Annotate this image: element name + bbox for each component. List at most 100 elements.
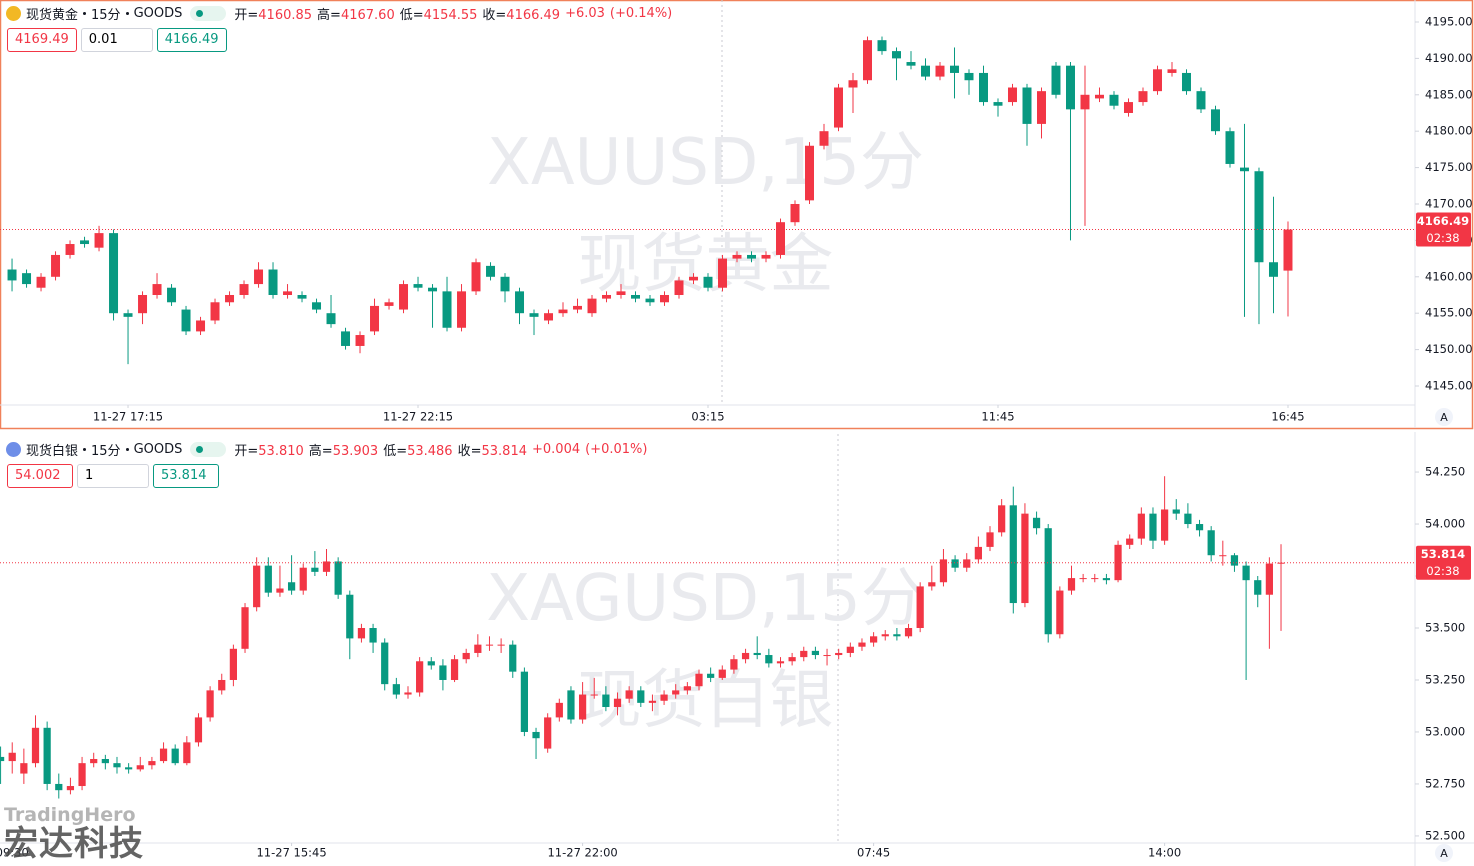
- symbol-icon: [6, 6, 21, 21]
- candle-body: [823, 655, 831, 657]
- buy-price[interactable]: 53.814: [153, 464, 219, 488]
- candle-body: [90, 758, 98, 764]
- autoscale-button[interactable]: [1435, 408, 1453, 426]
- candle-body: [1196, 91, 1206, 110]
- candle-body: [544, 717, 552, 749]
- candle-body: [65, 244, 75, 255]
- candle-body: [703, 276, 713, 288]
- candle-body: [1242, 565, 1250, 581]
- candle-body: [672, 690, 680, 695]
- candle-body: [1268, 262, 1278, 277]
- y-tick-label: 4160.00: [1425, 269, 1473, 283]
- candle-body: [66, 786, 75, 791]
- candle-body: [1094, 94, 1104, 99]
- logo-name: TradingHero: [4, 804, 136, 826]
- autoscale-button[interactable]: [1435, 844, 1453, 862]
- x-tick-label: 03:15: [691, 410, 724, 424]
- quantity[interactable]: 1: [77, 464, 149, 488]
- sell-price[interactable]: 54.002: [7, 464, 73, 488]
- x-tick-label: 11-27 22:00: [547, 846, 617, 860]
- candle-body: [858, 642, 866, 647]
- candle-body: [683, 686, 691, 691]
- candle-body: [196, 320, 206, 332]
- ohlc-label: 高=: [317, 8, 341, 23]
- candle-body: [805, 145, 814, 201]
- quantity[interactable]: 0.01: [80, 28, 153, 52]
- candle-body: [20, 763, 28, 774]
- ohlc-item: 低=53.486: [383, 440, 452, 459]
- candle-body: [964, 72, 974, 81]
- candle-body: [761, 254, 771, 259]
- candle-body: [906, 62, 916, 66]
- candle-body: [1184, 513, 1192, 525]
- candle-body: [515, 291, 525, 314]
- autoscale-button-label[interactable]: A: [1440, 411, 1448, 424]
- candle-body: [500, 276, 510, 292]
- candle-body: [776, 222, 785, 255]
- candle-body: [800, 650, 808, 658]
- exchange: GOODS: [133, 442, 183, 457]
- candle-body: [206, 690, 214, 718]
- candle-body: [509, 644, 517, 672]
- candle-body: [136, 765, 144, 770]
- candle-body: [486, 265, 496, 277]
- candle-body: [264, 565, 272, 593]
- candle-body: [334, 561, 342, 595]
- ohlc-label: 开=: [234, 444, 259, 459]
- candle-body: [788, 657, 796, 662]
- candle-body: [811, 650, 820, 656]
- candle-body: [707, 673, 715, 678]
- candle-body: [648, 700, 657, 703]
- candle-body: [904, 627, 913, 637]
- ohlc-item: 开=4160.85: [234, 4, 312, 23]
- candle-body: [80, 240, 90, 245]
- candle-body: [993, 102, 1003, 106]
- candle-body: [747, 254, 757, 259]
- change-percent: (+0.01%): [585, 442, 648, 457]
- candle-body: [485, 644, 494, 646]
- candle-body: [1065, 65, 1075, 110]
- price-tag: [1416, 545, 1471, 580]
- candle-body: [835, 652, 843, 656]
- buy-price[interactable]: 4166.49: [156, 28, 227, 52]
- autoscale-button-label[interactable]: A: [1440, 847, 1448, 860]
- candle-body: [893, 634, 901, 637]
- ohlc-item: 高=53.903: [309, 440, 378, 459]
- chart-header: 现货黄金 15分 GOODS 开=4160.85 高=4167.60 低=4154.55 收…: [6, 4, 672, 23]
- candle-body: [637, 690, 645, 703]
- y-tick-label: 4180.00: [1425, 124, 1473, 138]
- candle-body: [532, 731, 540, 739]
- candle-body: [1161, 509, 1169, 541]
- candle-body: [718, 258, 728, 288]
- candle-body: [1080, 94, 1090, 110]
- candle-body: [225, 294, 235, 303]
- candle-body: [399, 284, 409, 310]
- candle-body: [31, 727, 40, 764]
- candle-body: [1225, 131, 1235, 164]
- x-tick-label: 16:45: [1271, 410, 1304, 424]
- candle-body: [113, 763, 121, 768]
- symbol-icon: [6, 442, 21, 457]
- logo-name-cn: 宏达科技: [4, 824, 144, 864]
- candle-body: [776, 661, 785, 664]
- candle-body: [413, 284, 423, 288]
- candle-body: [22, 273, 32, 285]
- candle-body: [520, 671, 529, 732]
- separator: [125, 12, 129, 15]
- candle-body: [381, 642, 389, 685]
- candle-body: [497, 644, 505, 646]
- candle-body: [471, 262, 481, 292]
- candle-body: [921, 65, 930, 77]
- candle-body: [863, 40, 872, 81]
- candle-body: [181, 309, 191, 332]
- candle-body: [218, 679, 226, 691]
- candle-body: [963, 559, 971, 568]
- sell-price[interactable]: 4169.49: [7, 28, 77, 52]
- y-tick-label: 54.250: [1425, 465, 1465, 479]
- candle-body: [1283, 229, 1293, 271]
- interval: 15分: [91, 8, 121, 23]
- plot-area: [0, 476, 1285, 799]
- y-tick-label: 4175.00: [1425, 160, 1473, 174]
- candle-body: [877, 40, 887, 52]
- candle-body: [159, 748, 168, 762]
